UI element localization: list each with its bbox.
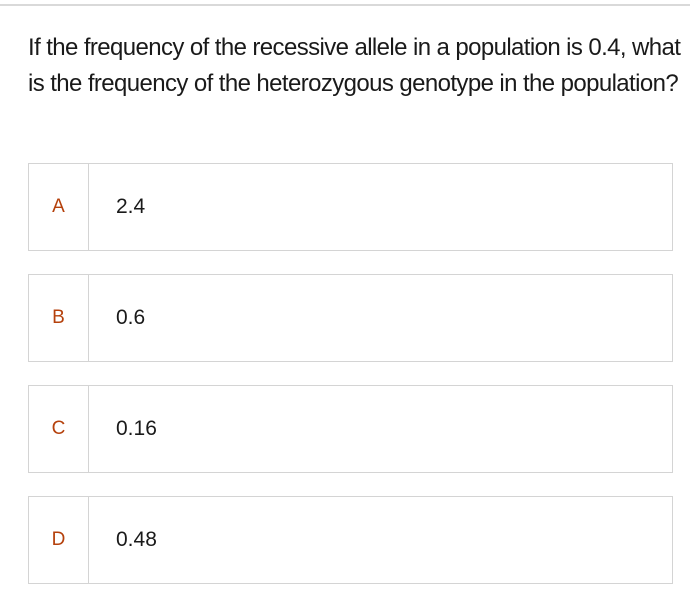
option-value: 0.16	[116, 417, 157, 440]
option-d[interactable]: D 0.48	[28, 496, 673, 584]
top-divider	[0, 4, 690, 6]
option-value: 0.6	[116, 306, 146, 329]
option-value: 2.4	[116, 195, 146, 218]
option-letter: D	[29, 497, 89, 583]
option-value: 0.48	[116, 528, 157, 551]
option-b[interactable]: B 0.6	[28, 274, 673, 362]
question-text: If the frequency of the recessive allele…	[28, 34, 681, 97]
option-c[interactable]: C 0.16	[28, 385, 673, 473]
option-letter: A	[29, 164, 89, 250]
option-letter: C	[29, 386, 89, 472]
option-a[interactable]: A 2.4	[28, 163, 673, 251]
option-letter: B	[29, 275, 89, 361]
